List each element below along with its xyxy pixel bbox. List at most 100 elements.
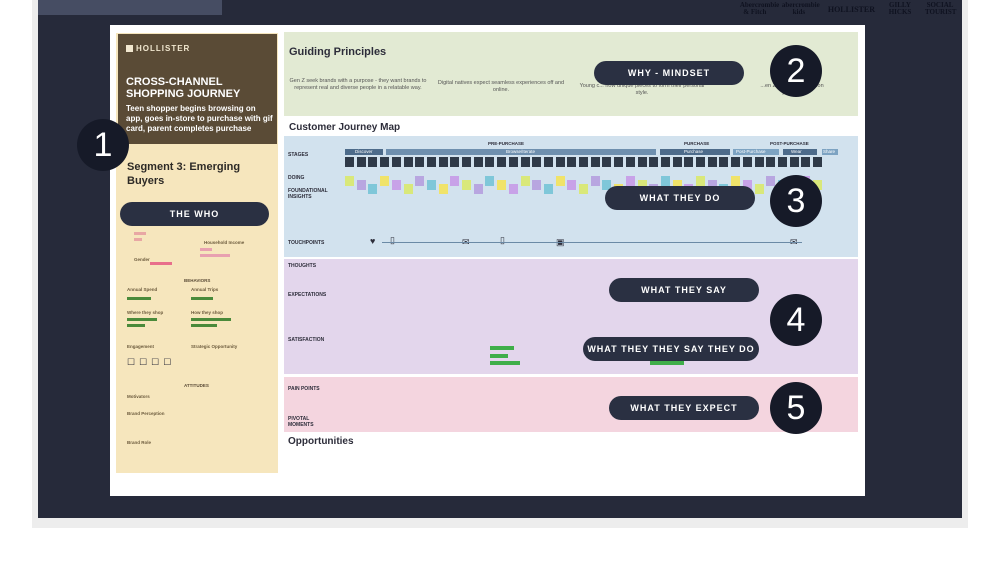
- satisfaction-bar: [650, 361, 684, 365]
- doing-card: [719, 157, 729, 167]
- callout-what-they-say: WHAT THEY SAY: [609, 278, 759, 302]
- insight-card: [602, 180, 612, 190]
- hollister-logo: HOLLISTER: [126, 44, 190, 53]
- number-badge-3: 3: [770, 175, 822, 227]
- insight-card: [380, 176, 390, 186]
- engagement-label: Engagement: [127, 344, 155, 349]
- phone-icon: ▯: [500, 235, 505, 245]
- annual-trips-label: Annual Trips: [191, 287, 219, 292]
- how-they-shop-bar: [191, 324, 217, 327]
- insight-card: [520, 176, 530, 186]
- insight-card: [625, 176, 635, 186]
- insight-card: [590, 176, 600, 186]
- insight-card: [450, 176, 460, 186]
- brand-logos: Abercrombie & Fitch abercrombie kids HOL…: [739, 1, 957, 16]
- doing-card: [450, 157, 460, 167]
- doing-card: [801, 157, 811, 167]
- insight-card: [356, 180, 366, 190]
- journey-description: Teen shopper begins browsing on app, goe…: [126, 104, 273, 133]
- insight-card: [707, 180, 717, 190]
- how-they-shop-bar: [191, 318, 231, 321]
- row-label-stages: STAGES: [288, 152, 309, 158]
- doing-card: [660, 157, 670, 167]
- doing-card: [707, 157, 717, 167]
- number-badge-1: 1: [77, 119, 129, 171]
- doing-card: [508, 157, 518, 167]
- doing-card: [684, 157, 694, 167]
- brand-logo: abercrombie kids: [781, 1, 820, 16]
- stage-label: Browse/Iterate: [506, 149, 536, 154]
- stage-label: Discover: [355, 149, 373, 154]
- top-left-bar: [38, 0, 222, 15]
- insight-card: [555, 176, 565, 186]
- phase-purchase: PURCHASE: [684, 141, 710, 146]
- doing-card: [672, 157, 682, 167]
- doing-card: [742, 157, 752, 167]
- insight-card: [579, 184, 588, 194]
- where-they-shop-label: Where they shop: [127, 310, 164, 315]
- stage-share: [822, 149, 838, 155]
- heart-icon: ♥: [370, 236, 376, 246]
- insight-card: [813, 180, 822, 190]
- doing-card: [532, 157, 542, 167]
- principle-2: Digital natives expect seamless experien…: [437, 80, 565, 93]
- row-label-thoughts: THOUGHTS: [288, 263, 317, 269]
- insight-card: [672, 180, 682, 190]
- insight-card: [508, 184, 518, 194]
- brand-logo: Abercrombie & Fitch: [739, 1, 780, 16]
- doing-card: [590, 157, 600, 167]
- satisfaction-bar: [490, 361, 520, 365]
- how-they-shop-label: How they shop: [191, 310, 224, 315]
- insight-card: [731, 176, 741, 186]
- insight-card: [543, 184, 553, 194]
- number-badge-2: 2: [770, 45, 822, 97]
- doing-card: [473, 157, 483, 167]
- brand-logo: SOCIAL TOURIST: [925, 1, 957, 16]
- row-label-satisfaction: SATISFACTION: [288, 337, 325, 343]
- principle-3: Young c... how unique pieces to form the…: [579, 83, 705, 96]
- stage-label: Purchase: [684, 149, 704, 154]
- brand-role-label: Brand Role: [127, 440, 152, 445]
- insight-card: [485, 176, 495, 186]
- callout-why-mindset: WHY - MINDSET: [594, 61, 744, 85]
- engagement-icons: ☐☐☐☐: [127, 357, 176, 367]
- doing-card: [625, 157, 635, 167]
- income-bar: [200, 254, 230, 257]
- insight-card: [766, 176, 776, 186]
- phase-pre-purchase: PRE-PURCHASE: [488, 141, 525, 146]
- brand-logo: GILLY HICKS: [888, 1, 912, 16]
- gender-label: Gender: [134, 257, 150, 262]
- gender-bar: [150, 262, 172, 265]
- number-badge-5: 5: [770, 382, 822, 434]
- doing-card: [462, 157, 471, 167]
- doing-card: [543, 157, 553, 167]
- phone-icon: ▯: [390, 235, 395, 245]
- insight-card: [415, 176, 425, 186]
- stage-label: Wear: [791, 149, 802, 154]
- insight-card: [391, 180, 401, 190]
- where-they-shop-bar: [127, 318, 157, 321]
- brand-perception-label: Brand Perception: [127, 411, 165, 416]
- insight-card: [742, 180, 752, 190]
- motivators-label: Motivators: [127, 394, 150, 399]
- guiding-principles-section: [284, 32, 858, 116]
- number-badge-4: 4: [770, 294, 822, 346]
- stage-label: Share: [823, 149, 836, 154]
- journey-map-title: Customer Journey Map: [289, 122, 401, 133]
- insight-card: [368, 184, 378, 194]
- annual-spend-label: Annual Spend: [127, 287, 158, 292]
- doing-card: [345, 157, 354, 167]
- doing-card: [731, 157, 741, 167]
- callout-what-they-expect: WHAT THEY EXPECT: [609, 396, 759, 420]
- insight-card: [462, 180, 471, 190]
- doing-card: [368, 157, 378, 167]
- stage-browse: [386, 149, 656, 155]
- brand-logo: HOLLISTER: [827, 4, 875, 14]
- journey-title: CROSS-CHANNEL SHOPPING JOURNEY: [126, 76, 241, 100]
- doing-card: [391, 157, 401, 167]
- principle-1: Gen Z seek brands with a purpose - they …: [289, 78, 427, 91]
- doing-card: [438, 157, 448, 167]
- insight-card: [696, 176, 705, 186]
- stage-discover: [345, 149, 383, 155]
- doing-card: [403, 157, 413, 167]
